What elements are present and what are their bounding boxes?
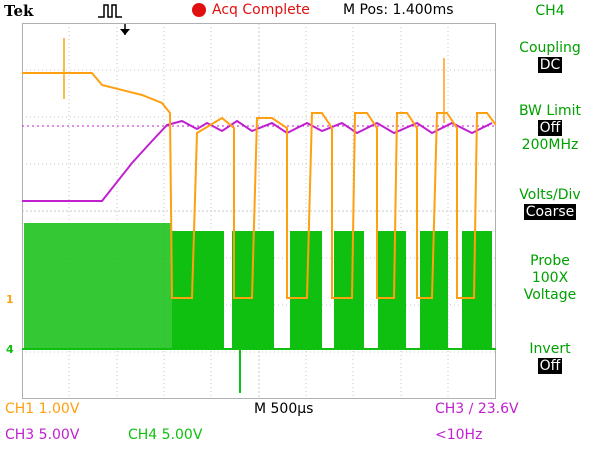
invert-option[interactable]: Invert Off [498,341,602,375]
probe-type: Voltage [523,287,577,303]
waveform-display [22,23,496,399]
coupling-label: Coupling [519,40,581,56]
trigger-readout: CH3 ∕ 23.6V [435,401,519,417]
ch1-trace [22,72,496,299]
acquisition-stopped-icon [192,3,206,17]
trigger-position-icon [98,4,130,35]
ch1-ground-marker[interactable]: 1 [6,293,14,306]
ch4-scale: CH4 5.00V [128,427,203,443]
trigger-frequency: <10Hz [435,427,483,443]
bw-limit-frequency: 200MHz [521,137,579,153]
menu-title: CH4 [535,3,565,19]
volts-div-label: Volts/Div [519,187,581,203]
horizontal-position: M Pos: 1.400ms [343,2,454,18]
ch1-scale: CH1 1.00V [5,401,80,417]
ch4-ground-marker[interactable]: 4 [6,343,14,356]
probe-label: Probe [530,253,570,269]
volts-div-value: Coarse [523,204,577,220]
bw-limit-value: Off [537,120,563,136]
ch3-trace [22,119,493,202]
bw-limit-option[interactable]: BW Limit Off 200MHz [498,103,602,154]
channel-menu: CH4 Coupling DC BW Limit Off 200MHz Volt… [498,0,602,451]
status-bar: Tek Acq Complete M Pos: 1.400ms [0,0,496,35]
ch3-scale: CH3 5.00V [5,427,80,443]
bw-limit-label: BW Limit [518,103,582,119]
invert-value: Off [537,358,563,374]
invert-label: Invert [529,341,571,357]
probe-attenuation: 100X [531,270,569,286]
ch4-trace [22,223,496,393]
acquisition-status: Acq Complete [212,2,310,18]
coupling-option[interactable]: Coupling DC [498,40,602,74]
volts-div-option[interactable]: Volts/Div Coarse [498,187,602,221]
timebase: M 500µs [254,401,314,417]
probe-option[interactable]: Probe 100X Voltage [498,253,602,304]
brand-logo: Tek [4,2,34,20]
coupling-value: DC [537,57,563,73]
